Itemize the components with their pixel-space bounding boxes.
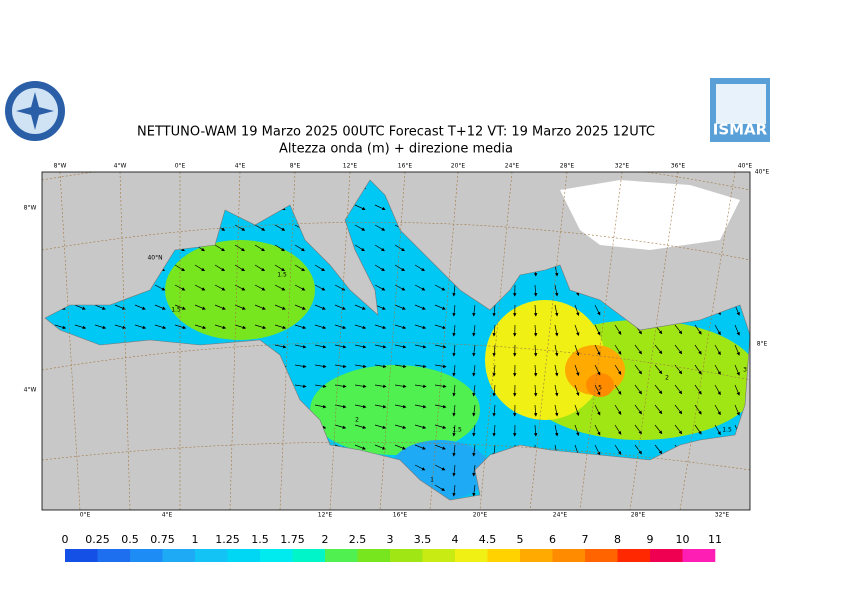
colorbar-label: 2 [322, 533, 329, 546]
contour-label: 1.5 [277, 272, 287, 279]
colorbar-label: 5 [517, 533, 524, 546]
colorbar-swatch [358, 549, 391, 562]
top-label: 4°W [114, 163, 127, 170]
right-label: 40°E [755, 169, 770, 176]
top-label: 0°E [175, 163, 186, 170]
colorbar-swatch [325, 549, 358, 562]
colorbar-label: 4.5 [479, 533, 497, 546]
top-label: 16°E [398, 163, 413, 170]
contour-label: 1.5 [171, 307, 181, 314]
colorbar-swatch [130, 549, 163, 562]
logo-left [5, 81, 65, 141]
contour-label: 1.5 [452, 427, 462, 434]
colorbar-swatch [650, 549, 683, 562]
left-label: 4°W [24, 387, 37, 394]
colorbar-swatch [65, 549, 98, 562]
top-label: 32°E [615, 163, 630, 170]
contour-label: 3 [743, 367, 747, 374]
colorbar-label: 0.25 [85, 533, 110, 546]
colorbar-swatch [293, 549, 326, 562]
bottom-label: 20°E [473, 512, 488, 519]
colorbar-swatch [423, 549, 456, 562]
right-label: 8°E [757, 341, 768, 348]
colorbar-label: 9 [647, 533, 654, 546]
colorbar-swatch [260, 549, 293, 562]
map [42, 152, 760, 510]
top-label: 4°E [235, 163, 246, 170]
colorbar-label: 2.5 [349, 533, 367, 546]
colorbar-swatch [390, 549, 423, 562]
colorbar-swatch [683, 549, 716, 562]
logo-right: ISMAR [710, 78, 770, 142]
colorbar-swatch [163, 549, 196, 562]
colorbar-swatch [228, 549, 261, 562]
colorbar-label: 8 [614, 533, 621, 546]
title: NETTUNO-WAM 19 Marzo 2025 00UTC Forecast… [137, 125, 655, 140]
colorbar-label: 11 [708, 533, 722, 546]
top-label: 24°E [505, 163, 520, 170]
colorbar-label: 0.75 [150, 533, 175, 546]
colorbar-label: 6 [549, 533, 556, 546]
bottom-label: 16°E [393, 512, 408, 519]
contour-label: 2 [665, 375, 669, 382]
top-label: 20°E [451, 163, 466, 170]
colorbar-label: 7 [582, 533, 589, 546]
colorbar-label: 3.5 [414, 533, 432, 546]
colorbar-swatch [520, 549, 553, 562]
subtitle: Altezza onda (m) + direzione media [279, 142, 513, 157]
bottom-label: 28°E [631, 512, 646, 519]
bottom-label: 12°E [318, 512, 333, 519]
colorbar-label: 0.5 [121, 533, 139, 546]
contour-label: 1.5 [722, 427, 732, 434]
bottom-label: 0°E [80, 512, 91, 519]
colorbar-swatch [455, 549, 488, 562]
contour-label: 5 [598, 385, 602, 392]
colorbar-label: 0 [62, 533, 69, 546]
bottom-label: 4°E [162, 512, 173, 519]
bottom-label: 24°E [553, 512, 568, 519]
top-label: 28°E [560, 163, 575, 170]
top-label: 12°E [343, 163, 358, 170]
colorbar-label: 1 [192, 533, 199, 546]
colorbar-swatch [618, 549, 651, 562]
left-label: 40°N [147, 255, 162, 262]
colorbar-swatch [98, 549, 131, 562]
colorbar-label: 3 [387, 533, 394, 546]
bottom-label: 32°E [715, 512, 730, 519]
top-label: 8°W [54, 163, 67, 170]
colorbar-label: 1.5 [251, 533, 269, 546]
colorbar-label: 10 [676, 533, 690, 546]
colorbar-label: 1.75 [280, 533, 305, 546]
colorbar-swatch [488, 549, 521, 562]
colorbar-label: 4 [452, 533, 459, 546]
top-label: 40°E [738, 163, 753, 170]
colorbar-label: 1.25 [215, 533, 240, 546]
top-label: 8°E [290, 163, 301, 170]
logo-text: ISMAR [713, 121, 768, 139]
top-label: 36°E [671, 163, 686, 170]
left-label: 8°W [24, 205, 37, 212]
colorbar-swatch [195, 549, 228, 562]
colorbar-swatch [585, 549, 618, 562]
contour-label: 1 [430, 477, 434, 484]
contour-label: 2 [355, 417, 359, 424]
colorbar-swatch [553, 549, 586, 562]
